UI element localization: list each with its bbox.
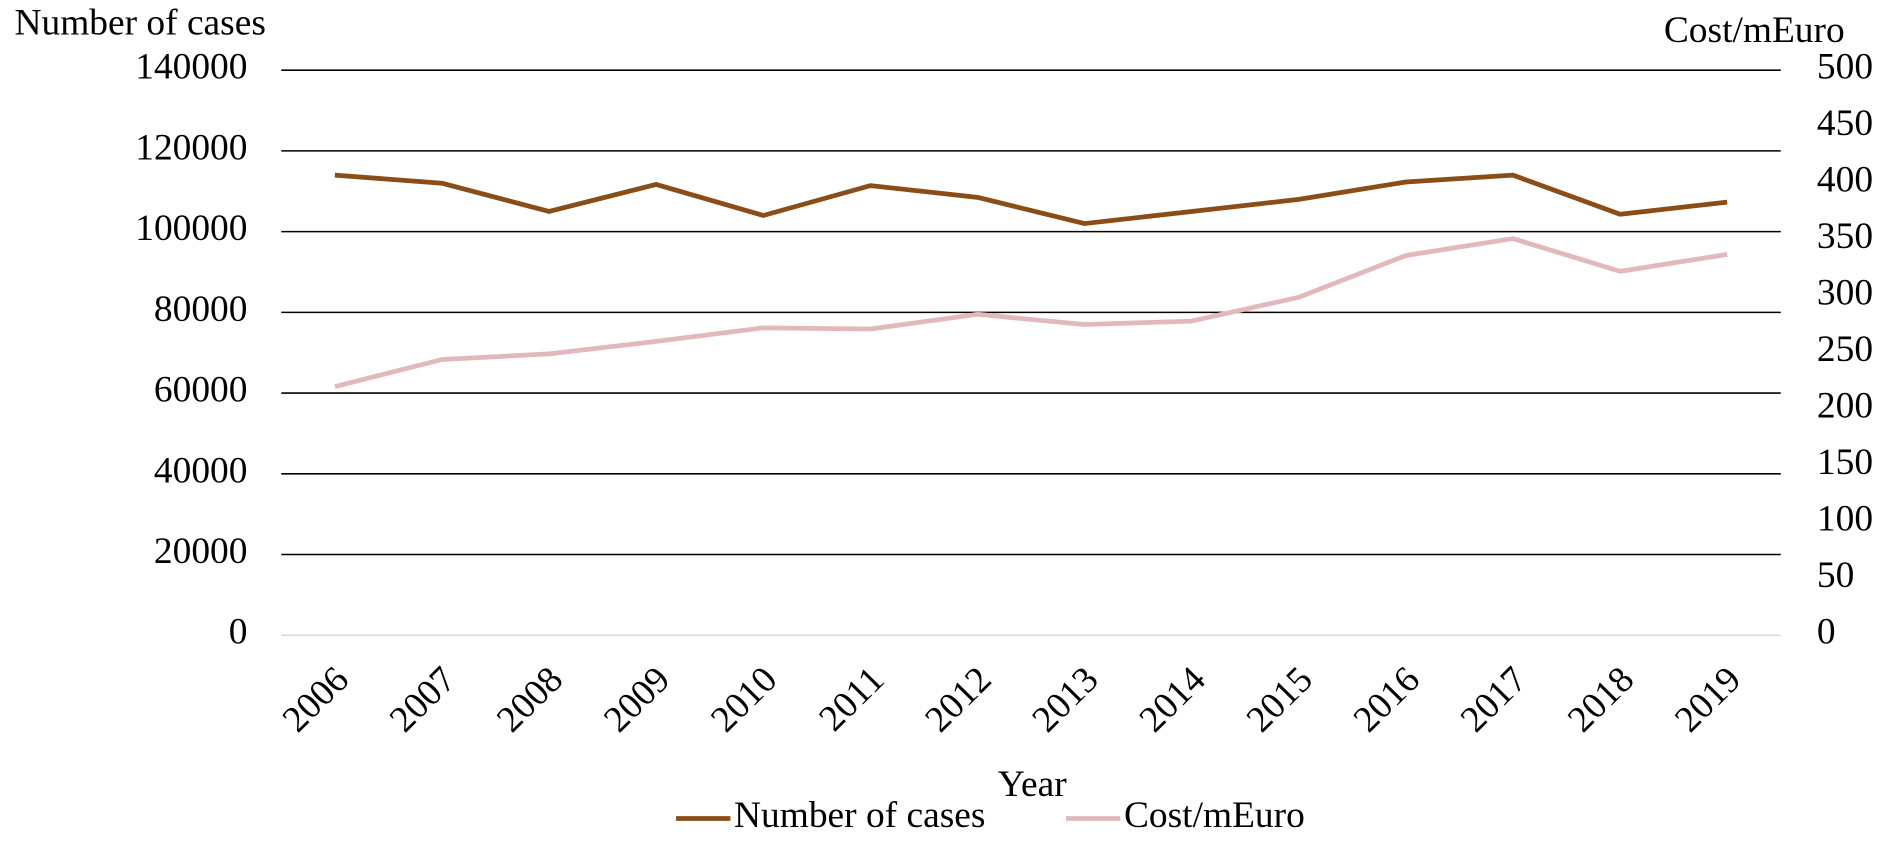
- y-tick-label: 0: [229, 612, 248, 653]
- y2-tick-label: 400: [1817, 160, 1873, 201]
- y2-tick-label: 150: [1817, 442, 1873, 483]
- y2-axis-title: Cost/mEuro: [1664, 10, 1845, 51]
- y2-tick-label: 500: [1817, 47, 1873, 88]
- x-tick-label: 2011: [811, 659, 892, 739]
- x-tick-label: 2015: [1239, 659, 1321, 740]
- x-tick-label: 2008: [489, 659, 571, 740]
- y-tick-label: 140000: [135, 47, 247, 88]
- y2-tick-label: 250: [1817, 329, 1873, 370]
- x-tick-label: 2007: [382, 659, 464, 740]
- x-tick-label: 2012: [917, 659, 999, 740]
- x-tick-label: 2017: [1453, 659, 1535, 740]
- legend-label: Cost/mEuro: [1124, 795, 1305, 836]
- y-tick-label: 80000: [154, 289, 248, 330]
- x-tick-label: 2009: [596, 659, 678, 740]
- legend-label: Number of cases: [734, 795, 985, 836]
- x-tick-label: 2018: [1560, 659, 1642, 740]
- y-tick-label: 40000: [154, 451, 248, 492]
- x-tick-label: 2019: [1667, 659, 1749, 740]
- x-tick-label: 2013: [1025, 659, 1107, 740]
- x-tick-label: 2010: [703, 659, 785, 740]
- y2-tick-label: 0: [1817, 612, 1836, 653]
- y2-tick-label: 450: [1817, 103, 1873, 144]
- y2-tick-label: 300: [1817, 273, 1873, 314]
- line-series: [334, 172, 1728, 226]
- x-tick-label: 2016: [1346, 659, 1428, 740]
- x-tick-label: 2014: [1132, 659, 1214, 740]
- y-tick-label: 100000: [135, 208, 247, 249]
- line-series: [334, 236, 1728, 389]
- y2-tick-label: 200: [1817, 386, 1873, 427]
- y2-tick-label: 100: [1817, 499, 1873, 540]
- x-tick-label: 2006: [275, 659, 357, 740]
- y-tick-label: 60000: [154, 370, 248, 411]
- y2-tick-label: 50: [1817, 555, 1854, 596]
- x-axis-title: Year: [998, 764, 1068, 805]
- y-tick-label: 20000: [154, 531, 248, 572]
- y-tick-label: 120000: [135, 128, 247, 169]
- y2-tick-label: 350: [1817, 216, 1873, 257]
- y-axis-title: Number of cases: [14, 3, 265, 44]
